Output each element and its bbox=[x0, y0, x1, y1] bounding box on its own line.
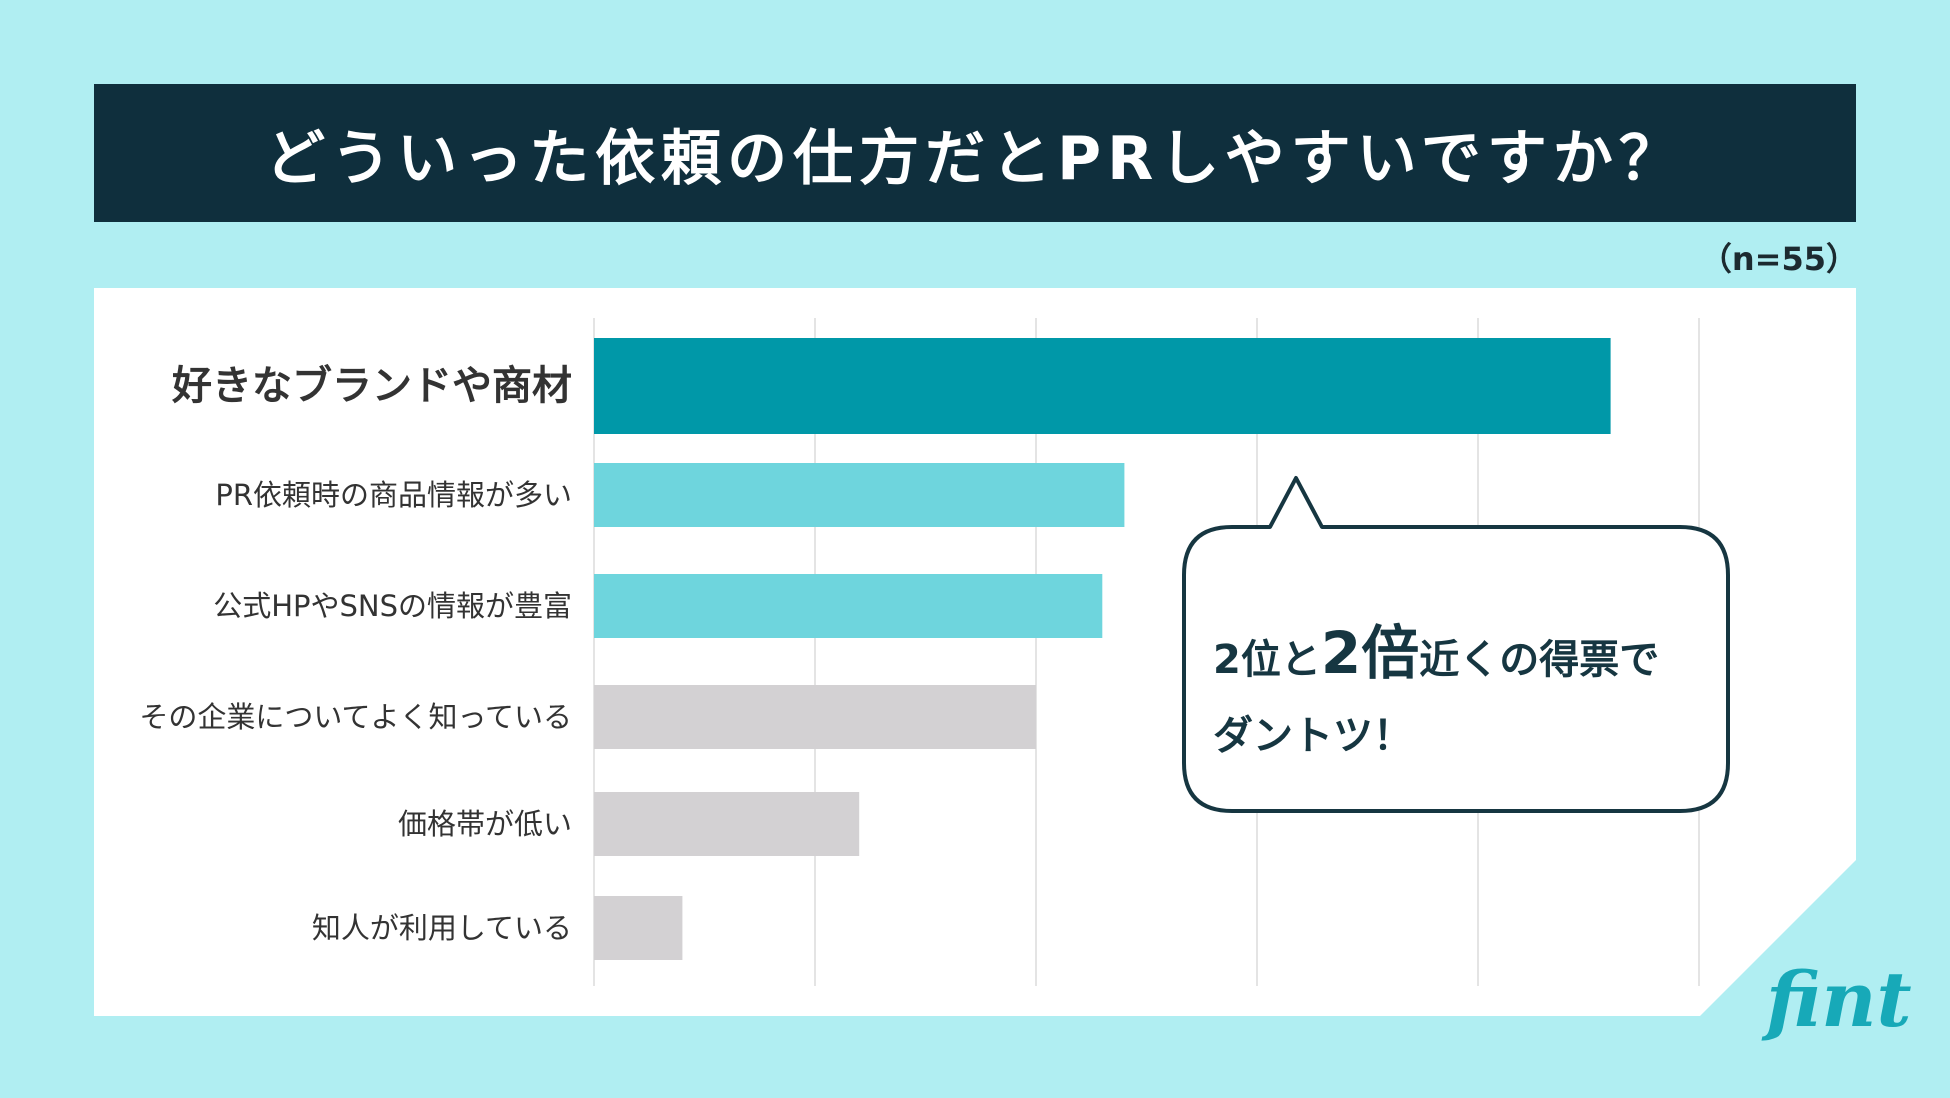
bar-4 bbox=[594, 792, 860, 856]
callout-pre: 2位と bbox=[1213, 637, 1321, 683]
category-label-1: PR依頼時の商品情報が多い bbox=[215, 478, 572, 512]
bar-3 bbox=[594, 685, 1036, 749]
category-label-5: 知人が利用している bbox=[312, 911, 572, 945]
fint-logo: fint bbox=[1761, 955, 1912, 1044]
callout-line-2: ダントツ！ bbox=[1213, 713, 1413, 759]
bar-1 bbox=[594, 463, 1125, 527]
bar-chart: 好きなブランドや商材 PR依頼時の商品情報が多い公式HPやSNSの情報が豊富その企… bbox=[139, 318, 1700, 986]
bar-5 bbox=[594, 896, 683, 960]
bar-0 bbox=[594, 338, 1611, 434]
callout-post: 近くの得票で bbox=[1419, 637, 1660, 683]
sample-size-note: （n=55） bbox=[1699, 240, 1858, 278]
category-label-4: 価格帯が低い bbox=[398, 807, 572, 841]
callout-emphasis: 2倍 bbox=[1320, 619, 1420, 687]
category-label-2: 公式HPやSNSの情報が豊富 bbox=[213, 589, 572, 623]
callout-text: 2位と2倍近くの得票で ダントツ！ bbox=[1213, 615, 1713, 774]
callout-line-1: 2位と2倍近くの得票で bbox=[1213, 615, 1713, 698]
bar-2 bbox=[594, 574, 1103, 638]
chart-title: どういった依頼の仕方だとPRしやすいですか？ bbox=[94, 84, 1856, 222]
logo-text: fint bbox=[1761, 955, 1912, 1044]
category-label-0: 好きなブランドや商材 bbox=[171, 363, 572, 409]
category-label-3: その企業についてよく知っている bbox=[139, 700, 572, 734]
